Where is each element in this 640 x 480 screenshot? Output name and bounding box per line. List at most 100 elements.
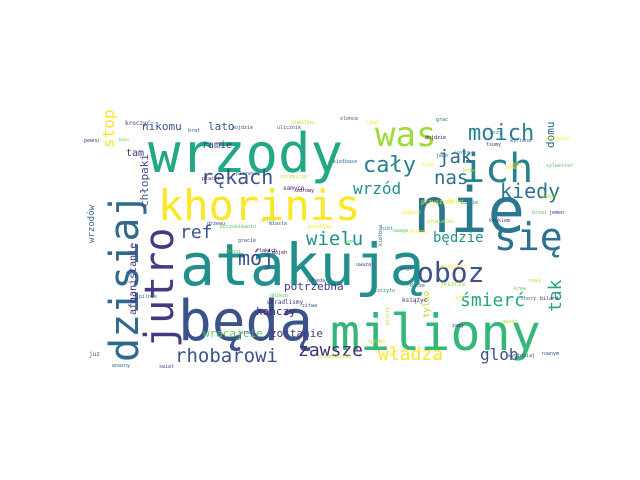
cloud-word: brat: [188, 128, 200, 134]
cloud-word: się: [494, 215, 563, 259]
cloud-word: dzisiaj: [102, 193, 148, 362]
cloud-word: kiedy: [500, 179, 560, 203]
cloud-word: ryzyko: [367, 339, 385, 345]
cloud-word: krokiem: [489, 218, 510, 224]
cloud-word: was: [375, 115, 436, 155]
cloud-word: chory: [521, 296, 536, 302]
cloud-word: krew: [514, 286, 527, 292]
cloud-word: zdrowy: [296, 188, 314, 194]
cloud-word: stop: [99, 109, 118, 148]
cloud-word: śmierć: [460, 290, 525, 311]
cloud-word: maski: [503, 319, 518, 325]
cloud-word: kiełbase: [333, 159, 357, 165]
cloud-word: khorinis: [158, 181, 360, 230]
cloud-word: zyczycie: [545, 136, 569, 142]
cloud-word: lato: [208, 120, 235, 133]
cloud-word: miasta: [269, 221, 287, 227]
cloud-word: wraca: [240, 330, 255, 336]
cloud-word: nie: [413, 174, 525, 247]
cloud-word: pojdzie: [232, 125, 253, 131]
cloud-word: moich: [468, 121, 534, 146]
cloud-word: czas: [422, 162, 434, 168]
cloud-word: zawsze: [298, 340, 363, 361]
cloud-word: grać: [436, 116, 448, 123]
cloud-word: odbeda: [307, 278, 325, 284]
cloud-word: okiem: [260, 218, 275, 224]
cloud-word: rękach: [201, 165, 273, 189]
cloud-word: przemierzam: [318, 354, 351, 360]
cloud-word: jemen: [549, 210, 564, 216]
cloud-word: wracajcie: [203, 327, 263, 340]
cloud-word: zamy: [452, 323, 464, 329]
cloud-word: mógł: [400, 265, 412, 272]
cloud-word: będą: [178, 289, 313, 354]
cloud-word: drogi: [226, 249, 241, 255]
cloud-word: pierwszy: [236, 171, 260, 177]
cloud-word: okaz: [510, 162, 522, 168]
cloud-word: juz: [89, 351, 100, 358]
cloud-word: takich: [259, 248, 277, 254]
cloud-word: chwilka: [292, 120, 313, 126]
cloud-word: slonce: [340, 116, 358, 122]
cloud-word: bilard: [540, 296, 558, 302]
cloud-word: zostanie: [270, 327, 323, 340]
cloud-word: dusze: [410, 283, 425, 289]
cloud-word: glob: [480, 345, 519, 364]
cloud-word: dalej: [449, 199, 464, 205]
cloud-word: sylwester: [546, 163, 573, 169]
cloud-word: wrzód: [353, 179, 401, 198]
cloud-word: kroczyć: [125, 120, 151, 127]
cloud-word: jutro: [137, 228, 183, 348]
cloud-word: jego: [436, 153, 448, 159]
cloud-word: siad: [366, 120, 378, 126]
cloud-word: cały: [363, 153, 416, 178]
cloud-word: mojeh: [272, 250, 287, 256]
cloud-word: będzie: [433, 230, 484, 246]
cloud-word: afganistanie: [128, 243, 139, 315]
cloud-word: inne: [505, 165, 517, 171]
cloud-word: nowy: [529, 278, 541, 284]
cloud-word: mój: [238, 246, 274, 270]
cloud-word: władza: [378, 344, 443, 365]
cloud-word: usnie: [455, 150, 470, 156]
cloud-word: kto: [456, 295, 465, 301]
cloud-word: swiat: [159, 364, 174, 370]
cloud-word: tak: [545, 279, 566, 312]
cloud-word: nas: [434, 167, 468, 189]
cloud-word: sitwa: [302, 303, 317, 309]
cloud-word: kolego: [409, 229, 427, 235]
cloud-word: samycn: [283, 185, 305, 192]
cloud-word: domu: [544, 122, 557, 149]
cloud-word: poszukiwaniu: [220, 224, 256, 230]
cloud-word: płacić: [202, 175, 220, 182]
cloud-word: oczy: [490, 130, 502, 136]
cloud-word: wyrtana: [510, 138, 531, 144]
cloud-word: wygłupiaj: [508, 353, 535, 359]
cloud-word: gracie: [238, 238, 256, 244]
cloud-word: kiełbsa: [378, 225, 384, 246]
cloud-word: ukradlismy: [267, 299, 304, 306]
cloud-word: uważaj: [356, 262, 374, 268]
cloud-word: rhobarowi: [175, 345, 278, 367]
cloud-word: wrzodów: [86, 204, 97, 243]
cloud-word: dojdzie: [425, 135, 446, 141]
cloud-word: drzewu: [207, 221, 225, 227]
cloud-word: jeszcze: [440, 281, 466, 288]
cloud-word: wielu: [306, 228, 363, 250]
cloud-word: pewnu: [84, 138, 99, 144]
cloud-word: biorzy: [385, 307, 391, 325]
cloud-word: bym: [344, 239, 353, 245]
cloud-word: pilnik: [139, 294, 157, 300]
cloud-word: jak: [438, 146, 473, 168]
cloud-word: potrzebna: [284, 280, 344, 293]
cloud-word: uwaga: [393, 228, 408, 234]
cloud-word: obóz: [417, 256, 484, 289]
cloud-word: tam: [126, 148, 144, 159]
cloud-word: wybór: [542, 193, 557, 200]
cloud-word: nikomu: [142, 120, 182, 133]
cloud-word: tylko: [422, 291, 432, 318]
cloud-word: nikt: [381, 226, 393, 232]
cloud-word: boże: [463, 168, 475, 174]
